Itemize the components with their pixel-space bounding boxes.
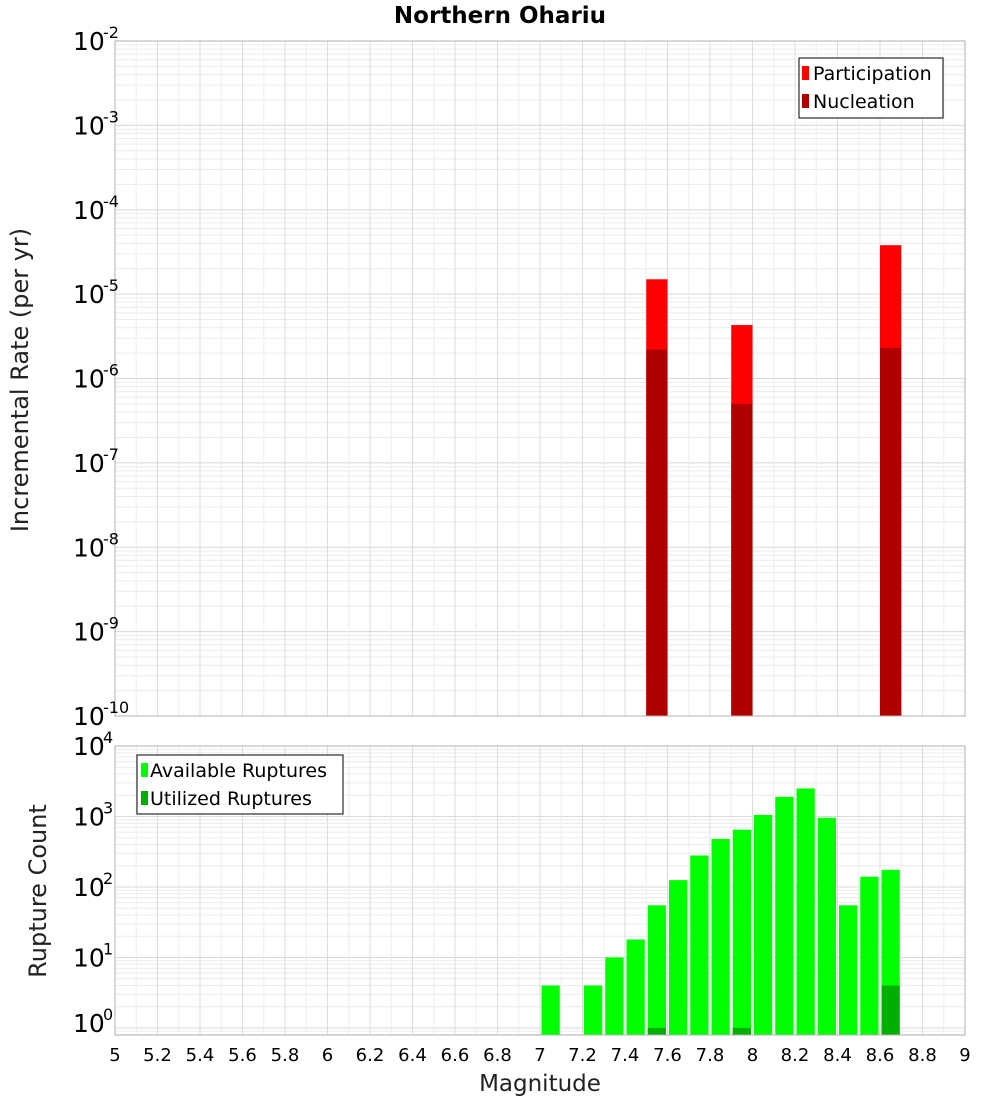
top-gridlines <box>114 41 966 717</box>
x-tick-label: 8.4 <box>823 1045 852 1066</box>
x-tick-label: 7.6 <box>653 1045 682 1066</box>
top-y-axis-label: Incremental Rate (per yr) <box>6 228 34 532</box>
top-plot-frame <box>114 40 966 717</box>
y-tick-base: 10 <box>73 196 105 225</box>
x-tick-label: 5.6 <box>228 1045 257 1066</box>
y-tick-base: 10 <box>73 27 105 56</box>
y-tick-base: 10 <box>73 943 105 972</box>
y-tick-exponent: -7 <box>103 445 119 464</box>
y-tick-base: 10 <box>73 873 105 902</box>
x-tick-label: 5.8 <box>271 1045 300 1066</box>
top-bar-nucleation <box>880 347 902 716</box>
x-tick-label: 6.2 <box>356 1045 385 1066</box>
y-tick-exponent: 1 <box>103 939 113 958</box>
bottom-bar-available-ruptures <box>690 855 709 1035</box>
y-tick-exponent: -10 <box>103 698 129 717</box>
top-bar-nucleation <box>731 403 753 716</box>
x-tick-label: 8.2 <box>781 1045 810 1066</box>
bottom-bar-available-ruptures <box>711 838 730 1035</box>
x-tick-label: 5 <box>109 1045 120 1066</box>
y-tick-base: 10 <box>73 802 105 831</box>
bottom-bar-utilized-ruptures <box>881 985 900 1035</box>
x-tick-labels: 5 5.2 5.4 5.6 5.8 6 6.2 6.4 6.6 6.8 7 7.2 7.4 7.6 7.8 8… <box>109 1045 970 1066</box>
legend-label-utilized: Utilized Ruptures <box>150 788 312 810</box>
x-tick-label: 7.8 <box>696 1045 725 1066</box>
top-legend: Participation Nucleation <box>798 57 944 119</box>
bottom-bar-available-ruptures <box>669 880 688 1035</box>
y-tick-exponent: -3 <box>103 107 119 126</box>
bottom-plot-frame <box>114 745 966 1036</box>
legend-swatch-utilized <box>141 791 148 805</box>
x-tick-label: 7.4 <box>611 1045 640 1066</box>
bottom-bar-available-ruptures <box>605 957 624 1035</box>
x-tick-label: 7.2 <box>568 1045 597 1066</box>
y-tick-exponent: 4 <box>103 728 113 747</box>
y-tick-exponent: -5 <box>103 276 119 295</box>
y-tick-exponent: -6 <box>103 361 119 380</box>
bottom-bar-utilized-ruptures <box>647 1027 666 1035</box>
x-tick-label: 8 <box>747 1045 758 1066</box>
y-tick-base: 10 <box>73 732 105 761</box>
bottom-bar-available-ruptures <box>817 817 836 1035</box>
bottom-bar-available-ruptures <box>839 905 858 1035</box>
x-tick-label: 5.2 <box>143 1045 172 1066</box>
y-tick-base: 10 <box>73 618 105 647</box>
x-axis-label: Magnitude <box>479 1071 601 1097</box>
y-tick-exponent: 3 <box>103 798 113 817</box>
legend-swatch-available <box>141 763 148 777</box>
bottom-bar-available-ruptures <box>732 829 751 1035</box>
y-tick-base: 10 <box>73 280 105 309</box>
y-tick-exponent: 2 <box>103 869 113 888</box>
y-tick-exponent: 0 <box>103 1005 113 1024</box>
y-tick-exponent: -8 <box>103 529 119 548</box>
x-tick-label: 5.4 <box>186 1045 215 1066</box>
y-tick-base: 10 <box>73 111 105 140</box>
x-tick-label: 6.6 <box>441 1045 470 1066</box>
bottom-bars <box>541 788 900 1035</box>
x-tick-label: 6 <box>322 1045 333 1066</box>
bottom-y-axis-label: Rupture Count <box>24 804 52 978</box>
bottom-bar-available-ruptures <box>775 796 794 1035</box>
bottom-bar-available-ruptures <box>541 985 560 1035</box>
bottom-bar-utilized-ruptures <box>732 1027 751 1035</box>
top-bars <box>646 245 902 717</box>
x-tick-label: 8.8 <box>908 1045 937 1066</box>
legend-swatch-participation <box>802 66 809 80</box>
legend-swatch-nucleation <box>802 94 809 108</box>
bottom-bar-available-ruptures <box>796 788 815 1035</box>
bottom-bar-available-ruptures <box>626 939 645 1035</box>
legend-label-nucleation: Nucleation <box>813 91 915 113</box>
y-tick-base: 10 <box>73 449 105 478</box>
x-tick-label: 6.4 <box>398 1045 427 1066</box>
bottom-bar-available-ruptures <box>647 905 666 1035</box>
bottom-legend-box <box>136 754 344 815</box>
bottom-bar-available-ruptures <box>860 876 879 1035</box>
top-bar-nucleation <box>646 349 668 716</box>
bottom-bar-available-ruptures <box>754 814 773 1035</box>
legend-label-participation: Participation <box>813 63 932 85</box>
bottom-bar-available-ruptures <box>584 985 603 1035</box>
y-tick-exponent: -4 <box>103 192 119 211</box>
x-tick-label: 7 <box>534 1045 545 1066</box>
y-tick-base: 10 <box>73 1009 105 1038</box>
chart-title: Northern Ohariu <box>394 3 606 29</box>
y-tick-exponent: -2 <box>103 23 119 42</box>
bottom-legend: Available Ruptures Utilized Ruptures <box>136 754 344 815</box>
y-tick-base: 10 <box>73 702 105 731</box>
y-tick-exponent: -9 <box>103 614 119 633</box>
x-tick-label: 8.6 <box>866 1045 895 1066</box>
x-tick-label: 9 <box>959 1045 970 1066</box>
y-tick-base: 10 <box>73 533 105 562</box>
x-tick-label: 6.8 <box>483 1045 512 1066</box>
legend-label-available: Available Ruptures <box>150 760 327 782</box>
y-tick-base: 10 <box>73 365 105 394</box>
top-legend-box <box>798 57 944 119</box>
